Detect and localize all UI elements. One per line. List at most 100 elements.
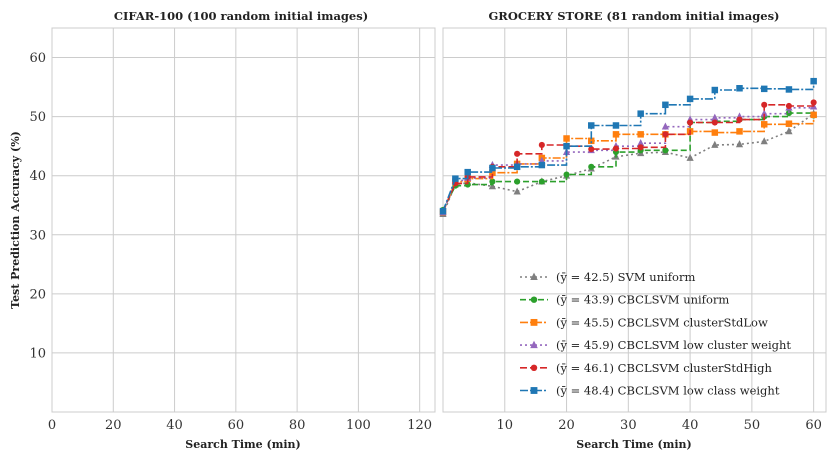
panel-grocery-store: 10 20 30 40 50 60 GROCERY STORE (81 random in… — [439, 9, 827, 451]
series-marker — [760, 85, 768, 93]
series-marker — [439, 207, 447, 215]
panel-cifar100: 0 20 40 60 80 100 120 10 20 30 40 50 60 CIFAR-100 (1… — [9, 9, 436, 451]
series-marker — [464, 168, 471, 176]
series-marker — [736, 85, 743, 92]
series-marker — [530, 272, 538, 281]
series-marker — [637, 110, 644, 117]
series-marker — [810, 111, 817, 119]
series-marker — [588, 163, 595, 170]
series-marker — [513, 163, 521, 171]
series-marker — [489, 178, 496, 185]
series-marker — [489, 164, 496, 172]
x-tick-label: 120 — [407, 418, 432, 433]
series-marker — [513, 187, 521, 195]
y-tick-label: 20 — [29, 287, 46, 302]
ylabel-left: Test Prediction Accuracy (%) — [9, 131, 22, 309]
series-marker — [612, 131, 620, 138]
series-line — [442, 106, 815, 213]
series-marker — [736, 128, 743, 135]
series-marker — [661, 122, 669, 130]
ticks-right: 10 20 30 40 50 60 — [497, 418, 822, 433]
series-marker — [711, 86, 719, 94]
xlabel-right: Search Time (min) — [576, 438, 691, 451]
panel-frame-left — [51, 27, 436, 413]
series-marker — [735, 140, 744, 148]
x-tick-label: 40 — [166, 418, 183, 433]
y-tick-label: 60 — [29, 51, 46, 66]
series-marker — [736, 116, 743, 123]
series-marker — [538, 141, 545, 149]
legend-label: (ȳ = 43.9) CBCLSVM uniform — [556, 293, 729, 307]
title-left: CIFAR-100 (100 random initial images) — [114, 9, 368, 23]
series-marker — [612, 122, 620, 129]
title-right: GROCERY STORE (81 random initial images) — [488, 9, 779, 23]
series-marker — [810, 77, 817, 85]
series-marker — [760, 137, 768, 145]
series-marker — [637, 139, 645, 147]
series-marker — [489, 169, 496, 176]
series-marker — [530, 296, 538, 303]
series-marker — [662, 131, 669, 138]
series-marker — [563, 171, 570, 178]
legend-label: (ȳ = 45.5) CBCLSVM clusterStdLow — [556, 315, 768, 329]
x-tick-label: 30 — [620, 418, 637, 433]
series-marker — [761, 101, 768, 108]
series-marker — [538, 161, 546, 169]
series-marker — [760, 109, 768, 117]
series-marker — [588, 122, 595, 129]
series-marker — [662, 101, 669, 109]
series-marker — [530, 318, 538, 326]
series-marker — [530, 364, 538, 372]
x-tick-label: 20 — [558, 418, 575, 433]
x-tick-label: 60 — [805, 418, 822, 433]
series-marker — [686, 153, 694, 161]
series-marker — [687, 119, 694, 126]
legend-label: (ȳ = 46.1) CBCLSVM clusterStdHigh — [556, 361, 772, 375]
legend-label: (ȳ = 48.4) CBCLSVM low class weight — [556, 384, 780, 398]
y-tick-label: 40 — [29, 169, 46, 184]
legend-label: (ȳ = 45.9) CBCLSVM low cluster weight — [556, 338, 791, 352]
y-tick-label: 10 — [29, 346, 46, 361]
grid-right — [443, 28, 826, 412]
series-marker — [588, 146, 595, 153]
series-marker — [563, 142, 570, 150]
legend: (ȳ = 42.5) SVM uniform (ȳ = 43.9) CBCLSVM… — [520, 270, 791, 398]
series-marker — [785, 102, 792, 110]
series-marker — [711, 140, 719, 148]
grid-left — [51, 28, 435, 412]
series-marker — [530, 387, 538, 394]
series-marker — [514, 178, 521, 185]
series-marker — [785, 127, 793, 135]
series-marker — [662, 147, 669, 154]
x-tick-label: 100 — [346, 418, 371, 433]
series-marker — [711, 129, 719, 136]
ticks-left: 0 20 40 60 80 100 120 10 20 30 40 50 60 — [29, 51, 432, 433]
series-marker — [612, 145, 620, 152]
series-marker — [563, 135, 570, 142]
series-marker — [637, 131, 644, 138]
y-tick-label: 50 — [29, 110, 46, 125]
series-marker — [760, 121, 768, 128]
series-marker — [514, 150, 521, 157]
panel-frame-right — [442, 27, 827, 413]
series-marker — [588, 137, 595, 145]
y-tick-label: 30 — [29, 228, 46, 243]
series-marker — [488, 182, 497, 190]
x-tick-label: 80 — [289, 418, 306, 433]
series-marker — [452, 175, 459, 182]
xlabel-left: Search Time (min) — [185, 438, 300, 451]
x-tick-label: 60 — [228, 418, 245, 433]
legend-label: (ȳ = 42.5) SVM uniform — [556, 270, 695, 284]
series-marker — [538, 178, 545, 185]
series-marker — [530, 340, 538, 349]
series-marker — [785, 120, 793, 127]
series-marker — [637, 144, 644, 151]
series-marker — [810, 99, 817, 106]
x-tick-label: 0 — [48, 418, 56, 433]
series-group — [439, 77, 818, 217]
series-marker — [785, 86, 793, 93]
x-tick-label: 20 — [105, 418, 122, 433]
x-tick-label: 50 — [744, 418, 761, 433]
series-marker — [711, 113, 719, 121]
series-marker — [711, 119, 718, 126]
